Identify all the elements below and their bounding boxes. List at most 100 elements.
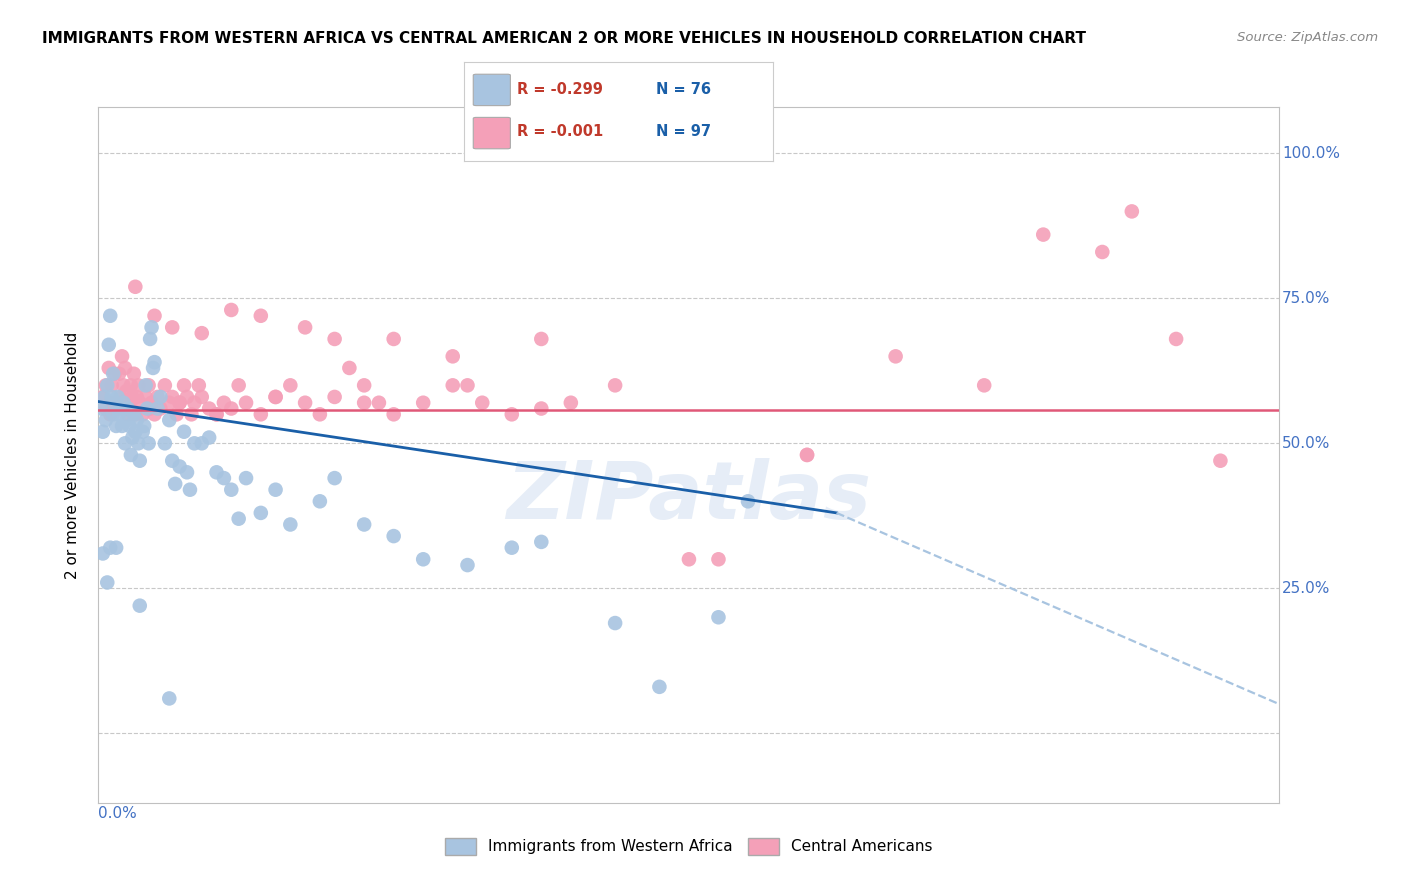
Point <box>501 407 523 422</box>
Point <box>337 361 360 376</box>
Point <box>103 407 125 422</box>
Point <box>146 401 169 416</box>
Point <box>122 407 145 422</box>
Point <box>456 558 478 573</box>
Point <box>146 390 169 404</box>
Point <box>112 396 135 410</box>
Point <box>165 476 187 491</box>
Point <box>125 390 148 404</box>
Point <box>309 494 332 508</box>
Point <box>157 413 180 427</box>
Point <box>173 378 195 392</box>
Point <box>128 599 150 613</box>
Point <box>157 396 180 410</box>
Point <box>560 396 582 410</box>
Point <box>115 413 138 427</box>
Point <box>120 401 142 416</box>
Point <box>135 378 157 392</box>
Point <box>235 471 257 485</box>
Point <box>149 390 172 404</box>
Point <box>94 378 117 392</box>
Point <box>121 390 143 404</box>
Point <box>90 401 112 416</box>
Text: N = 76: N = 76 <box>655 82 711 97</box>
Point <box>456 378 478 392</box>
Point <box>183 396 205 410</box>
Point <box>353 517 375 532</box>
Point <box>382 407 405 422</box>
Point <box>1209 453 1232 467</box>
Point <box>104 396 127 410</box>
Point <box>323 390 346 404</box>
Point <box>110 396 132 410</box>
Point <box>110 401 132 416</box>
Point <box>97 361 120 376</box>
Point <box>98 407 121 422</box>
Point <box>294 320 316 334</box>
Point <box>187 378 209 392</box>
Text: N = 97: N = 97 <box>655 124 711 138</box>
Point <box>98 396 121 410</box>
Point <box>471 396 494 410</box>
Point <box>96 378 118 392</box>
Point <box>104 367 127 381</box>
Point <box>228 378 250 392</box>
Point <box>176 390 198 404</box>
Point <box>134 419 156 434</box>
Point <box>117 407 139 422</box>
Point <box>132 425 155 439</box>
Point <box>323 332 346 346</box>
Point <box>605 615 627 630</box>
Point <box>139 401 162 416</box>
Point <box>191 326 214 341</box>
Point <box>198 431 221 445</box>
Point <box>173 425 195 439</box>
Point <box>124 280 146 294</box>
Point <box>353 396 375 410</box>
Point <box>118 419 141 434</box>
Point <box>250 309 273 323</box>
Point <box>176 466 198 480</box>
Point <box>219 401 242 416</box>
Point <box>120 378 142 392</box>
Point <box>441 350 464 364</box>
Point <box>212 396 235 410</box>
Text: 75.0%: 75.0% <box>1282 291 1330 306</box>
Point <box>264 390 287 404</box>
Point <box>707 552 730 566</box>
Point <box>138 378 160 392</box>
Point <box>143 309 166 323</box>
Point <box>530 534 553 549</box>
Point <box>228 511 250 525</box>
Point <box>149 401 172 416</box>
Point <box>737 494 759 508</box>
Point <box>115 384 138 399</box>
Point <box>1164 332 1187 346</box>
Point <box>648 680 671 694</box>
Text: IMMIGRANTS FROM WESTERN AFRICA VS CENTRAL AMERICAN 2 OR MORE VEHICLES IN HOUSEHO: IMMIGRANTS FROM WESTERN AFRICA VS CENTRA… <box>42 31 1087 46</box>
Y-axis label: 2 or more Vehicles in Household: 2 or more Vehicles in Household <box>65 331 80 579</box>
Point <box>127 378 149 392</box>
Point <box>143 407 166 422</box>
Point <box>105 396 128 410</box>
Point <box>412 552 434 566</box>
Point <box>353 378 375 392</box>
Point <box>157 691 180 706</box>
Text: 50.0%: 50.0% <box>1282 436 1330 450</box>
Point <box>142 361 165 376</box>
Point <box>112 378 135 392</box>
Point <box>122 367 145 381</box>
Point <box>98 541 121 555</box>
Point <box>162 320 183 334</box>
Point <box>91 390 114 404</box>
Point <box>138 436 160 450</box>
Point <box>169 396 191 410</box>
Point <box>136 401 159 416</box>
Point <box>219 483 242 497</box>
Point <box>96 575 118 590</box>
Point <box>97 338 120 352</box>
Point <box>412 396 434 410</box>
Point <box>103 401 125 416</box>
Point <box>94 413 117 427</box>
Point <box>117 401 139 416</box>
